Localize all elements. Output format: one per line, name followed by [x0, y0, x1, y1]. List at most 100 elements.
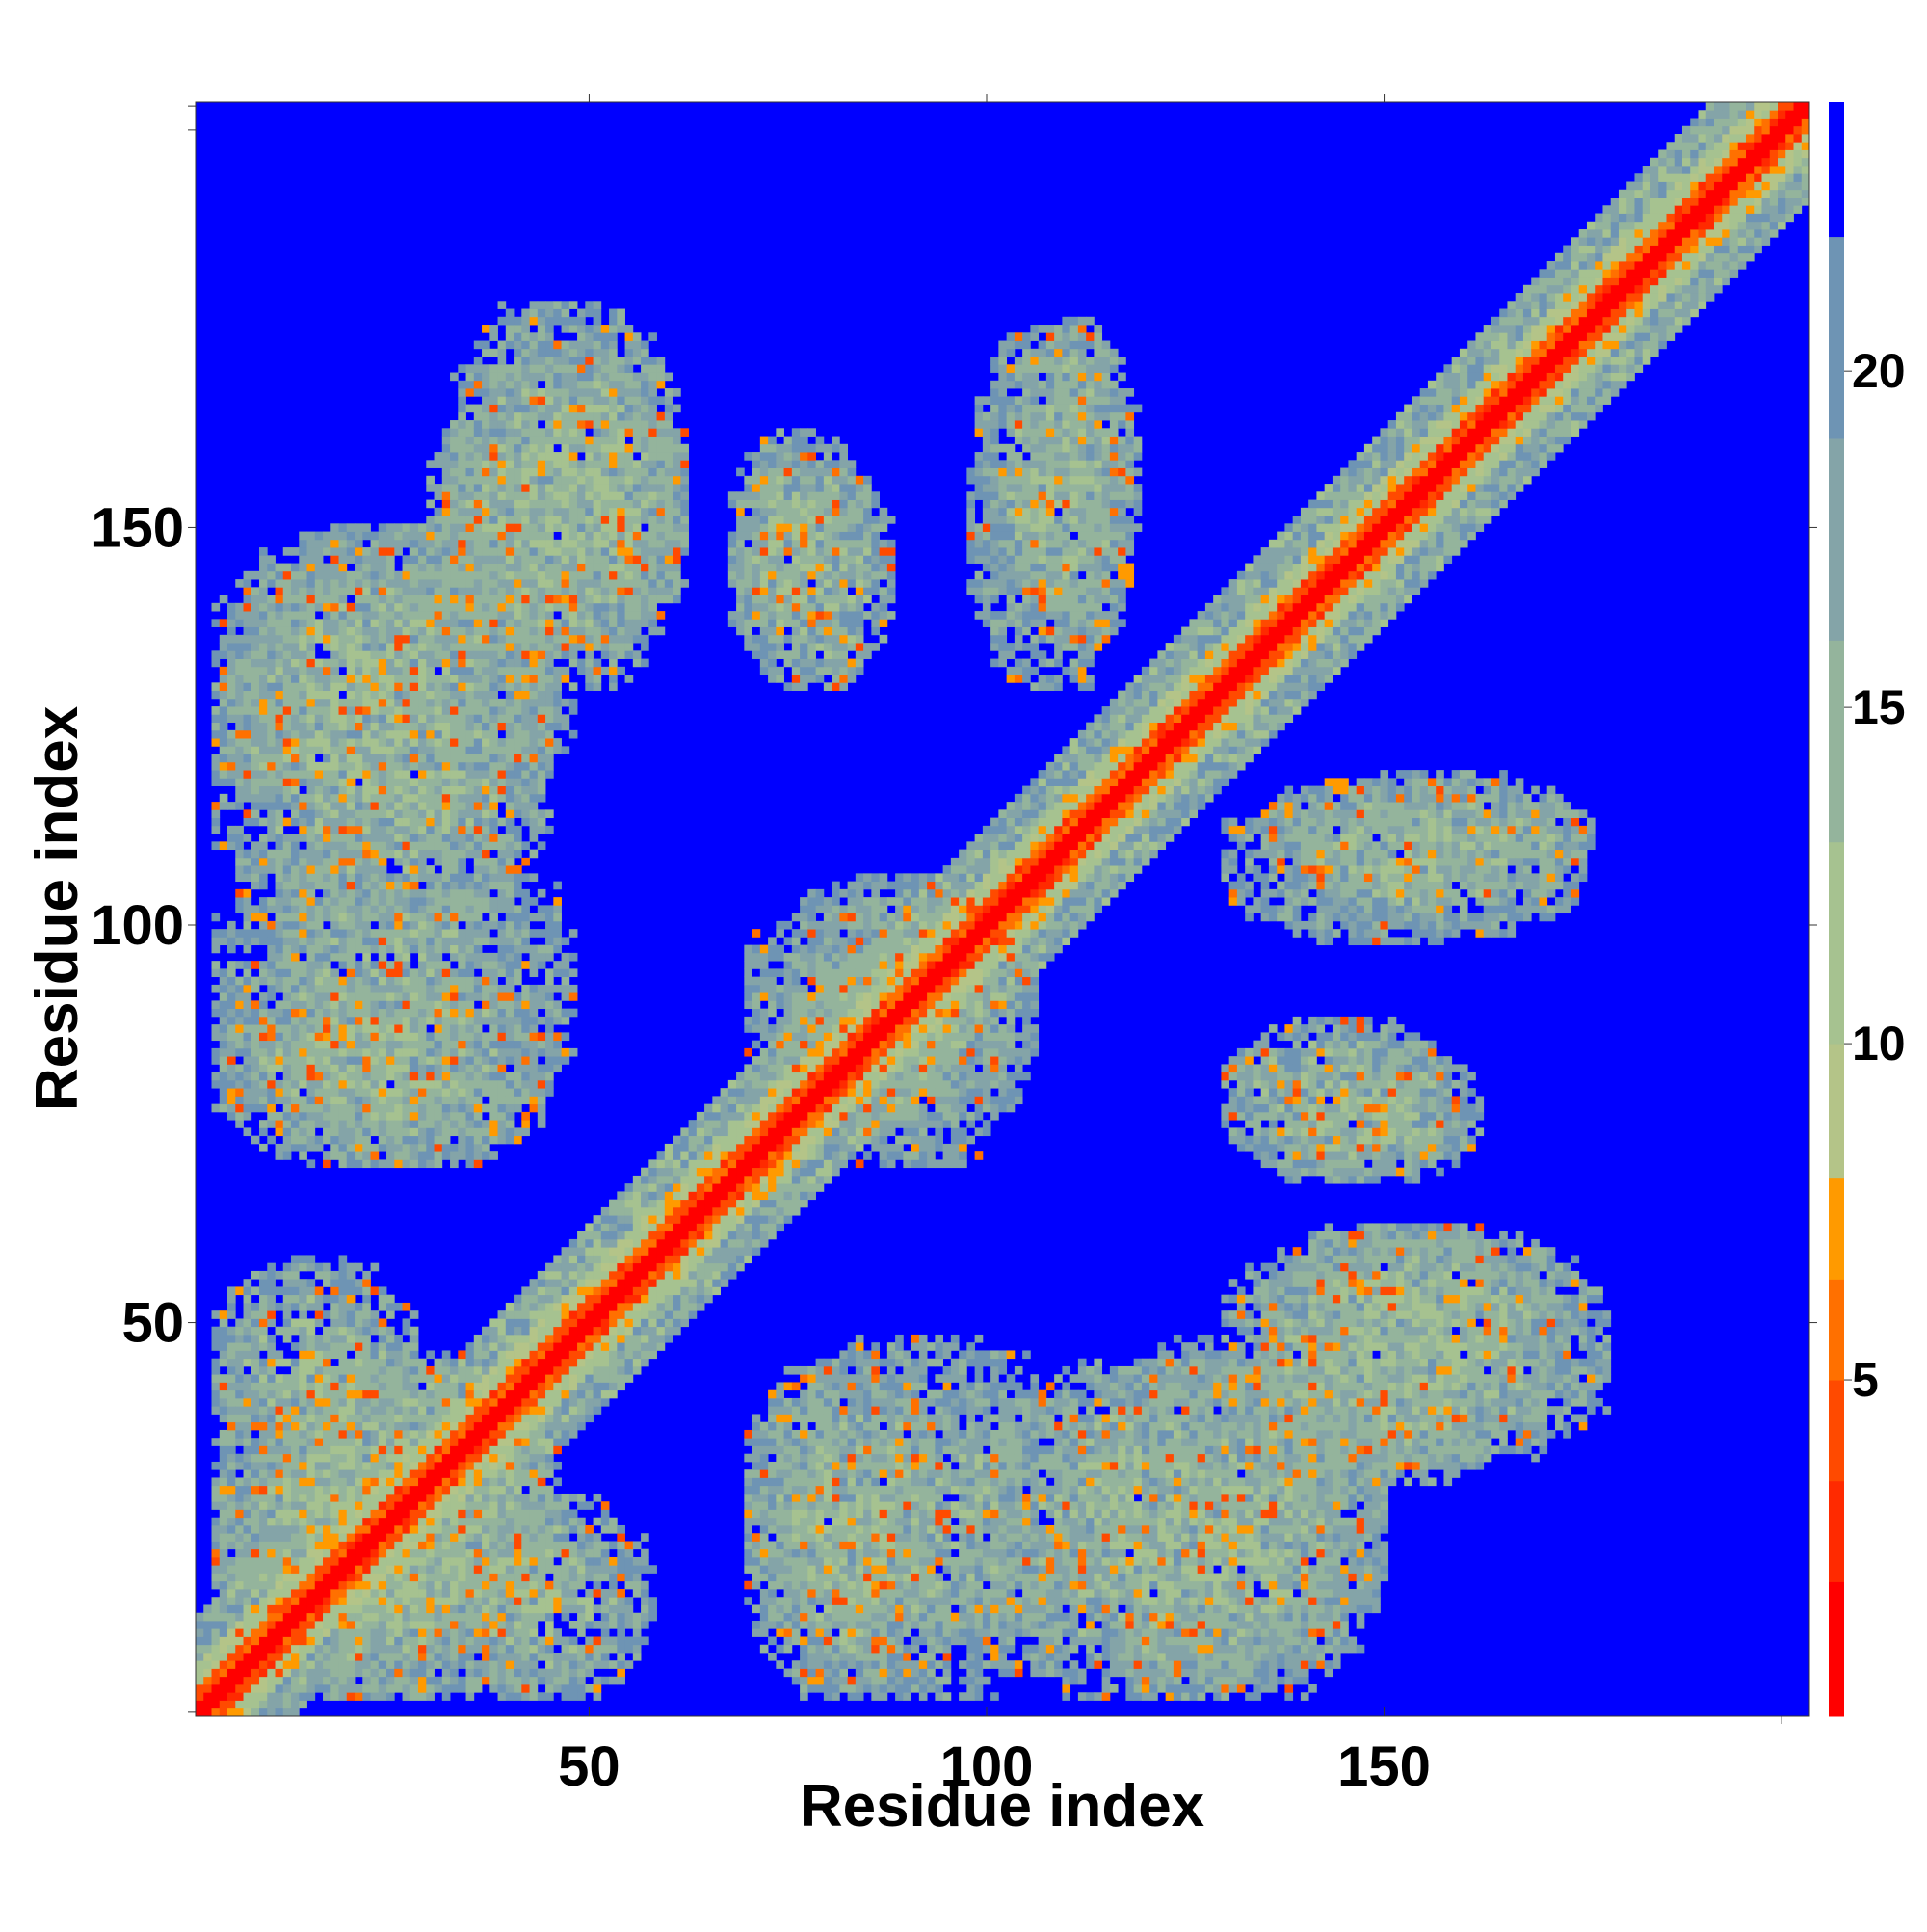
heatmap-cell [299, 1342, 307, 1351]
heatmap-cell [371, 1621, 380, 1629]
heatmap-cell [435, 1398, 443, 1407]
heatmap-cell [506, 1462, 515, 1470]
heatmap-cell [403, 921, 411, 930]
heatmap-cell [506, 1597, 515, 1605]
heatmap-cell [244, 1350, 252, 1359]
heatmap-cell [299, 1318, 307, 1327]
heatmap-cell [489, 882, 498, 890]
heatmap-cell [362, 913, 371, 922]
heatmap-cell [299, 889, 307, 898]
heatmap-cell [347, 1454, 356, 1463]
heatmap-cell [489, 953, 498, 962]
heatmap-cell [323, 619, 331, 627]
heatmap-cell [339, 1573, 348, 1581]
heatmap-cell [482, 929, 490, 938]
heatmap-cell [410, 921, 419, 930]
heatmap-cell [339, 1327, 348, 1336]
heatmap-cell [418, 611, 427, 620]
heatmap-cell [418, 889, 427, 898]
heatmap-cell [212, 1684, 221, 1693]
heatmap-cell [418, 619, 427, 627]
heatmap-cell [227, 1017, 236, 1025]
heatmap-cell [291, 714, 300, 723]
heatmap-cell [355, 762, 363, 771]
heatmap-cell [450, 1469, 459, 1478]
heatmap-cell [283, 1374, 292, 1383]
heatmap-cell [489, 706, 498, 715]
heatmap-cell [315, 1359, 324, 1367]
heatmap-cell [299, 1335, 307, 1343]
heatmap-cell [506, 579, 515, 588]
heatmap-cell [267, 1382, 276, 1390]
heatmap-cell [355, 1604, 363, 1613]
heatmap-cell [410, 643, 419, 651]
heatmap-cell [466, 1159, 475, 1168]
heatmap-cell [474, 1120, 483, 1128]
heatmap-cell [435, 1477, 443, 1486]
heatmap-cell [506, 309, 515, 318]
heatmap-cell [307, 1303, 316, 1311]
heatmap-cell [355, 1438, 363, 1446]
heatmap-cell [474, 897, 483, 906]
heatmap-cell [362, 1359, 371, 1367]
heatmap-cell [506, 682, 515, 691]
heatmap-cell [450, 1589, 459, 1598]
heatmap-cell [386, 802, 395, 810]
heatmap-cell [482, 1017, 490, 1025]
heatmap-cell [450, 1621, 459, 1629]
heatmap-cell [418, 1454, 427, 1463]
heatmap-cell [362, 1144, 371, 1152]
heatmap-cell [514, 1589, 522, 1598]
heatmap-cell [410, 1684, 419, 1693]
heatmap-cell [482, 1327, 490, 1336]
heatmap-cell [330, 1310, 339, 1319]
heatmap-cell [362, 1032, 371, 1041]
heatmap-cell [386, 650, 395, 659]
heatmap-cell [291, 873, 300, 882]
heatmap-cell [442, 1494, 451, 1502]
heatmap-cell [196, 1653, 204, 1661]
heatmap-cell [489, 364, 498, 373]
heatmap-cell [315, 834, 324, 842]
heatmap-cell [355, 746, 363, 754]
heatmap-cell [482, 985, 490, 993]
heatmap-cell [379, 1080, 387, 1089]
heatmap-cell [514, 1613, 522, 1622]
heatmap-cell [435, 635, 443, 644]
heatmap-cell [276, 1501, 284, 1510]
heatmap-cell [235, 1518, 244, 1526]
heatmap-cell [403, 1041, 411, 1049]
heatmap-cell [489, 437, 498, 445]
heatmap-cell [315, 1533, 324, 1542]
heatmap-cell [482, 809, 490, 818]
heatmap-cell [220, 1509, 228, 1518]
heatmap-cell [347, 1430, 356, 1439]
heatmap-cell [506, 889, 515, 898]
heatmap-cell [410, 667, 419, 675]
heatmap-cell [227, 1692, 236, 1701]
heatmap-cell [498, 1565, 507, 1574]
heatmap-cell [267, 564, 276, 572]
heatmap-cell [442, 691, 451, 700]
heatmap-cell [458, 1477, 466, 1486]
heatmap-cell [482, 1660, 490, 1669]
heatmap-cell [450, 1430, 459, 1439]
heatmap-cell [212, 1080, 221, 1089]
heatmap-cell [450, 937, 459, 945]
heatmap-cell [315, 1454, 324, 1463]
heatmap-cell [394, 889, 403, 898]
heatmap-cell [450, 1120, 459, 1128]
heatmap-cell [355, 937, 363, 945]
heatmap-cell [259, 1327, 268, 1336]
heatmap-cell [259, 1398, 268, 1407]
heatmap-cell [347, 571, 356, 580]
heatmap-cell [330, 1533, 339, 1542]
heatmap-cell [307, 1692, 316, 1701]
heatmap-cell [489, 841, 498, 850]
heatmap-cell [458, 1565, 466, 1574]
heatmap-cell [244, 897, 252, 906]
heatmap-cell [362, 1374, 371, 1383]
heatmap-cell [355, 1589, 363, 1598]
heatmap-cell [379, 913, 387, 922]
heatmap-cell [403, 1151, 411, 1160]
